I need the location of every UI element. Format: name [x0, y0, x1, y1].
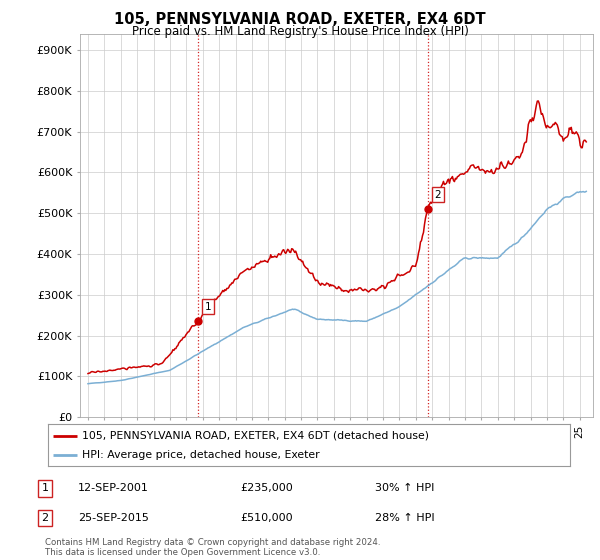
Text: £510,000: £510,000 [240, 513, 293, 523]
Text: 1: 1 [41, 483, 49, 493]
Text: 105, PENNSYLVANIA ROAD, EXETER, EX4 6DT (detached house): 105, PENNSYLVANIA ROAD, EXETER, EX4 6DT … [82, 431, 429, 441]
Text: Contains HM Land Registry data © Crown copyright and database right 2024.
This d: Contains HM Land Registry data © Crown c… [45, 538, 380, 557]
Text: £235,000: £235,000 [240, 483, 293, 493]
Text: 12-SEP-2001: 12-SEP-2001 [78, 483, 149, 493]
Text: HPI: Average price, detached house, Exeter: HPI: Average price, detached house, Exet… [82, 450, 320, 460]
Text: 1: 1 [205, 302, 211, 312]
Text: 30% ↑ HPI: 30% ↑ HPI [375, 483, 434, 493]
Text: 25-SEP-2015: 25-SEP-2015 [78, 513, 149, 523]
Text: Price paid vs. HM Land Registry's House Price Index (HPI): Price paid vs. HM Land Registry's House … [131, 25, 469, 38]
Text: 105, PENNSYLVANIA ROAD, EXETER, EX4 6DT: 105, PENNSYLVANIA ROAD, EXETER, EX4 6DT [114, 12, 486, 27]
Text: 28% ↑ HPI: 28% ↑ HPI [375, 513, 434, 523]
Text: 2: 2 [41, 513, 49, 523]
Text: 2: 2 [434, 190, 441, 200]
